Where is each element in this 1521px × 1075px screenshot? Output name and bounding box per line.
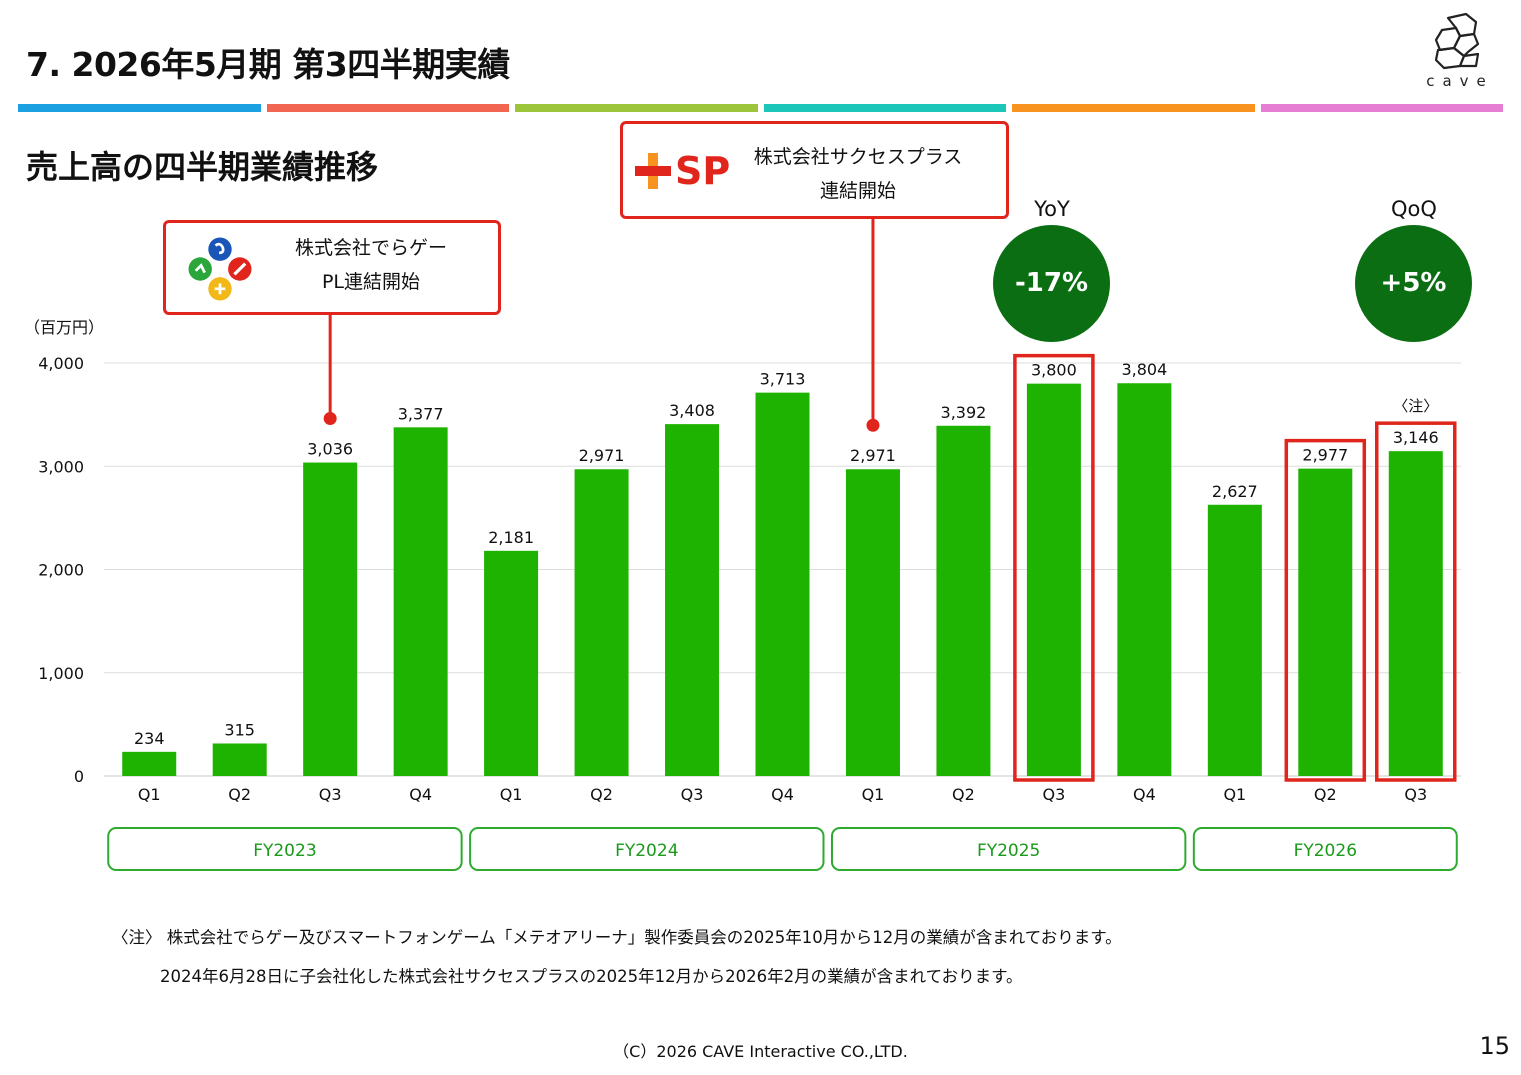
bar <box>936 425 991 776</box>
data-label: 3,804 <box>1121 360 1167 379</box>
x-tick-label: Q1 <box>1223 785 1246 804</box>
bar <box>1298 468 1353 776</box>
bar <box>1388 451 1443 776</box>
data-label: 2,971 <box>850 446 896 465</box>
fiscal-year-box <box>1192 827 1458 871</box>
fiscal-year-box <box>830 827 1187 871</box>
x-tick-label: Q3 <box>319 785 342 804</box>
fiscal-year-label: FY2024 <box>615 841 678 861</box>
logo-text: cave <box>1426 72 1494 90</box>
data-label: 2,627 <box>1212 482 1258 501</box>
page-number: 15 <box>1479 1032 1510 1060</box>
bar <box>845 469 900 776</box>
data-label: 3,800 <box>1031 361 1077 380</box>
x-tick-label: Q3 <box>1404 785 1427 804</box>
bar <box>393 427 448 776</box>
callout-pointer-dot <box>323 412 337 426</box>
annotation-note: 〈注〉 <box>1393 397 1438 415</box>
bar <box>665 424 720 776</box>
x-tick-label: Q2 <box>590 785 613 804</box>
bar <box>755 392 810 776</box>
fiscal-year-label: FY2026 <box>1294 841 1357 861</box>
highlight-box <box>1284 438 1367 782</box>
bar <box>122 751 177 776</box>
data-label: 2,971 <box>579 446 625 465</box>
color-strip-segment <box>266 104 509 112</box>
highlight-box <box>1375 421 1457 782</box>
data-label: 3,392 <box>941 403 987 422</box>
data-label: 3,713 <box>760 370 806 389</box>
y-tick-label: 0 <box>74 767 84 786</box>
qoq-value: +5% <box>1380 268 1447 298</box>
callout-derage: 株式会社でらゲー PL連結開始 <box>163 220 501 315</box>
x-tick-label: Q2 <box>952 785 975 804</box>
y-tick-label: 1,000 <box>38 664 84 683</box>
bar <box>303 462 358 776</box>
callout-pointer-dot <box>866 418 880 432</box>
yoy-label: YoY <box>1034 197 1070 221</box>
x-tick-label: Q4 <box>771 785 794 804</box>
bar <box>484 550 539 776</box>
y-tick-label: 2,000 <box>38 561 84 580</box>
fiscal-year-box <box>107 827 463 871</box>
footnote-line1: 〈注〉 株式会社でらゲー及びスマートフォンゲーム「メテオアリーナ」製作委員会の2… <box>112 928 1122 947</box>
fiscal-year-box <box>469 827 825 871</box>
x-tick-label: Q2 <box>1314 785 1337 804</box>
data-label: 2,181 <box>488 528 534 547</box>
color-strip-segment <box>1012 104 1255 112</box>
x-tick-label: Q3 <box>1043 785 1066 804</box>
bar <box>1207 504 1262 776</box>
data-label: 3,146 <box>1393 428 1439 447</box>
bar <box>1026 383 1081 776</box>
x-tick-label: Q2 <box>228 785 251 804</box>
callout-derage-line2: PL連結開始 <box>321 271 421 293</box>
color-strip-segment <box>763 104 1006 112</box>
qoq-label: QoQ <box>1391 197 1437 221</box>
data-label: 3,036 <box>307 440 353 459</box>
x-tick-label: Q1 <box>500 785 523 804</box>
fiscal-year-label: FY2025 <box>977 841 1040 861</box>
data-label: 2,977 <box>1302 446 1348 465</box>
callout-successplus: SP 株式会社サクセスプラス 連結開始 <box>620 121 1009 219</box>
successplus-logo-text: SP <box>675 149 731 193</box>
color-strip-segment <box>18 104 261 112</box>
x-tick-label: Q3 <box>681 785 704 804</box>
footnote: 〈注〉 株式会社でらゲー及びスマートフォンゲーム「メテオアリーナ」製作委員会の2… <box>112 918 1122 996</box>
callout-derage-line1: 株式会社でらゲー <box>294 237 447 259</box>
x-tick-label: Q4 <box>409 785 432 804</box>
footnote-line2: 2024年6月28日に子会社化した株式会社サクセスプラスの2025年12月から2… <box>160 967 1023 986</box>
derage-logo-icon <box>188 237 252 301</box>
cave-logo-icon <box>1434 12 1480 70</box>
color-strip-segment <box>1260 104 1503 112</box>
bar <box>1117 383 1172 776</box>
successplus-plus-icon <box>635 153 671 189</box>
yoy-value: -17% <box>1014 268 1089 298</box>
data-label: 234 <box>134 729 165 748</box>
bar <box>212 743 267 776</box>
x-tick-label: Q1 <box>862 785 885 804</box>
slide-title: 7. 2026年5月期 第3四半期実績 <box>26 45 510 84</box>
highlight-box <box>1013 353 1095 782</box>
data-label: 3,377 <box>398 404 444 423</box>
y-unit-label: （百万円） <box>24 318 104 337</box>
bar <box>574 469 629 776</box>
callout-successplus-line1: 株式会社サクセスプラス <box>753 146 963 168</box>
y-tick-label: 4,000 <box>38 354 84 373</box>
section-title: 売上高の四半期業績推移 <box>26 148 379 186</box>
bar-chart: （百万円） 0 1,000 2,000 3,000 4,000 234 Q1 315 Q2 3,03… <box>24 219 1461 871</box>
y-tick-label: 3,000 <box>38 457 84 476</box>
callout-successplus-line2: 連結開始 <box>819 180 896 202</box>
qoq-badge: +5% <box>1355 225 1472 342</box>
fiscal-year-label: FY2023 <box>253 841 316 861</box>
yoy-badge: -17% <box>993 225 1110 342</box>
x-tick-label: Q4 <box>1133 785 1156 804</box>
x-tick-label: Q1 <box>138 785 161 804</box>
copyright-footer: （C）2026 CAVE Interactive CO.,LTD. <box>613 1042 908 1061</box>
data-label: 315 <box>224 720 255 739</box>
data-label: 3,408 <box>669 401 715 420</box>
color-strip-segment <box>515 104 758 112</box>
color-strip <box>18 104 1503 112</box>
